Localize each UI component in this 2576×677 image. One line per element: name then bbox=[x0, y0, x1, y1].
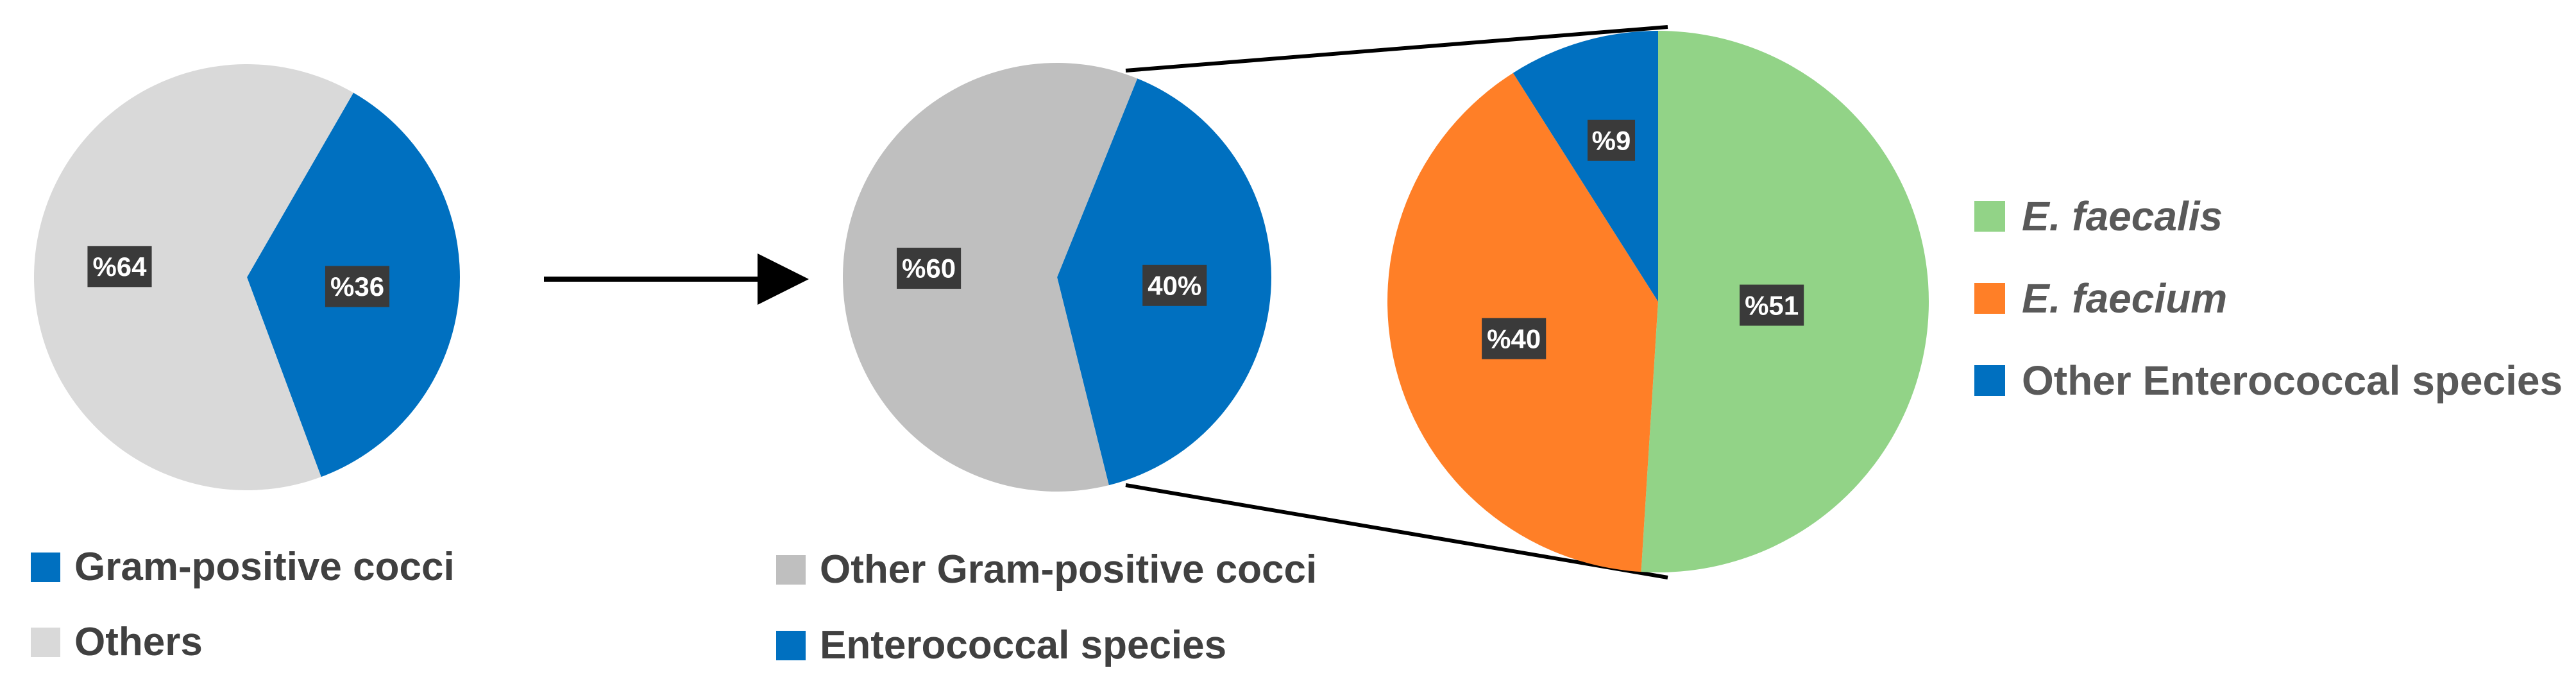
legend-item-gram-positive-cocci: Gram-positive cocci bbox=[31, 544, 455, 590]
legend-label: Enterococcal species bbox=[820, 623, 1227, 667]
data-label-gram-positive-cocci: %36 bbox=[330, 271, 384, 302]
legend-label: Others bbox=[74, 620, 203, 664]
legend-item-enterococcal-species: Enterococcal species bbox=[776, 622, 1226, 668]
pie-slice-other-enterococcal-species bbox=[1513, 30, 1658, 302]
legend-swatch bbox=[776, 554, 806, 585]
data-label-other-gram-positive-cocci: %60 bbox=[902, 253, 956, 284]
legend-swatch bbox=[1974, 365, 2005, 396]
legend-label: Other Gram-positive cocci bbox=[820, 547, 1318, 592]
legend-label: Gram-positive cocci bbox=[74, 545, 455, 589]
zoom-connector-top bbox=[1125, 25, 1668, 73]
data-label-e-faecium: %40 bbox=[1487, 323, 1541, 354]
legend-item-other-enterococcal-species: Other Enterococcal species bbox=[1974, 357, 2563, 404]
legend-swatch bbox=[1974, 201, 2005, 232]
legend-swatch bbox=[31, 627, 60, 657]
data-label-box bbox=[1482, 318, 1546, 359]
data-label-box bbox=[325, 266, 390, 307]
legend-label: Other Enterococcal species bbox=[2022, 357, 2563, 404]
data-label-box bbox=[1740, 284, 1804, 326]
data-label-e-faecalis: %51 bbox=[1745, 290, 1799, 320]
legend-item-e-faecalis: E. faecalis bbox=[1974, 193, 2223, 240]
legend-item-other-gram-positive-cocci: Other Gram-positive cocci bbox=[776, 547, 1317, 592]
legend-swatch bbox=[776, 630, 806, 660]
data-label-box bbox=[1587, 119, 1636, 161]
legend-label: E. faecalis bbox=[2022, 193, 2223, 239]
pie-chart-gram-positive: %36 %64 bbox=[33, 64, 460, 491]
data-label-others: %64 bbox=[92, 252, 147, 282]
zoom-connector-bottom bbox=[1125, 483, 1668, 579]
legend-item-e-faecium: E. faecium bbox=[1974, 275, 2227, 322]
data-label-box bbox=[1142, 264, 1207, 306]
pie-chart-enterococcal-species: %51 %40 %9 bbox=[1387, 30, 1929, 572]
data-label-box bbox=[87, 246, 152, 287]
legend-swatch bbox=[31, 552, 60, 582]
data-label-enterococcal-species: 40% bbox=[1148, 271, 1201, 301]
pie-chart-enterococcal: 40% %60 bbox=[843, 62, 1272, 492]
pie-slice-others bbox=[33, 64, 354, 491]
data-label-box bbox=[897, 248, 962, 289]
pie-slice-other-gram-positive-cocci bbox=[843, 62, 1138, 492]
legend-label: E. faecium bbox=[2022, 275, 2228, 321]
legend-swatch bbox=[1974, 283, 2005, 314]
data-label-other-enterococcal-species: %9 bbox=[1592, 125, 1631, 155]
legend-item-others: Others bbox=[31, 619, 203, 665]
